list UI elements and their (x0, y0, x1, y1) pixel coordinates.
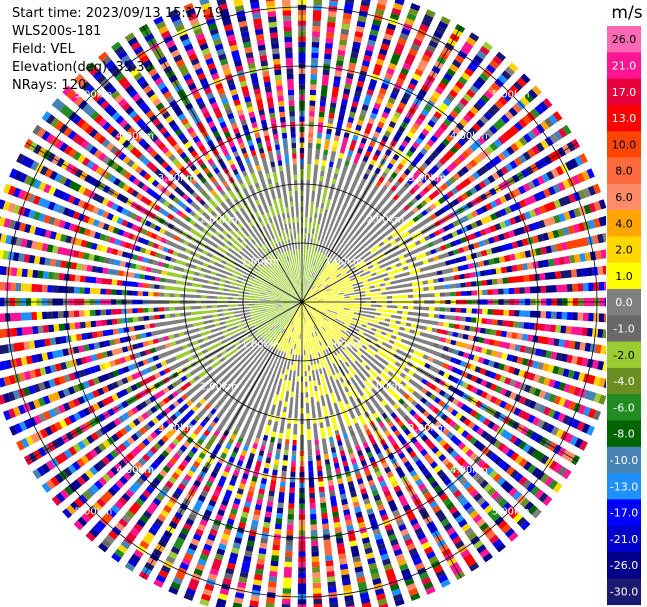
colorbar-tick-label: 13.0 (612, 112, 637, 125)
colorbar-cell (607, 52, 641, 80)
range-ring-labels: 1.00km 1.00km 1.00km 1.00km 2.00km 2.00km 2.00… (74, 89, 529, 517)
colorbar-cell (607, 341, 641, 369)
azimuth-spoke (142, 25, 303, 303)
gate-group (0, 0, 606, 599)
colorbar-tick-label: -21.0 (610, 533, 638, 546)
range-ring-label: 4.00km (450, 131, 488, 142)
colorbar-title: m/s (611, 3, 642, 23)
gate-group (15, 15, 606, 565)
colorbar-cell (607, 446, 641, 474)
field-text: Field: VEL (12, 42, 75, 57)
range-ring-label: 5.00km (492, 89, 530, 100)
gate-group (0, 3, 606, 604)
azimuth-spoke (301, 301, 579, 462)
colorbar-tick-label: 8.0 (615, 165, 633, 178)
range-ring-label: 4.00km (450, 465, 488, 476)
colorbar-cell (607, 262, 641, 290)
range-ring-label: 3.00km (408, 173, 446, 184)
range-ring-label: 1.00km (241, 340, 279, 351)
azimuth-spoke (301, 301, 462, 579)
range-ring-label: 1.00km (241, 256, 279, 267)
range-ring-label: 3.00km (408, 423, 446, 434)
colorbar-cell (607, 78, 641, 106)
colorbar: m/s 26.0 21.0 17.0 13.0 10.0 8.0 6.0 4.0 2.0 1.0 0… (607, 3, 643, 606)
gate-group (7, 0, 601, 586)
range-ring-label: 1.00km (325, 256, 363, 267)
colorbar-cell (607, 183, 641, 211)
colorbar-tick-label: -10.0 (610, 454, 638, 467)
range-ring-label: 5.00km (492, 507, 530, 518)
instrument-name-text: WLS200s-181 (12, 24, 102, 39)
colorbar-cell (607, 289, 641, 316)
colorbar-tick-label: 17.0 (612, 86, 637, 99)
ppi-plot: 1.00km 1.00km 1.00km 1.00km 2.00km 2.00km 2.00… (0, 0, 606, 607)
range-ring-label: 1.00km (325, 340, 363, 351)
velocity-gates (0, 0, 606, 607)
azimuth-spoke (25, 301, 303, 462)
colorbar-cells: 26.0 21.0 17.0 13.0 10.0 8.0 6.0 4.0 2.0 1.0 0.0 -1… (607, 26, 641, 606)
colorbar-tick-label: -30.0 (610, 586, 638, 599)
colorbar-tick-label: -2.0 (613, 349, 634, 362)
colorbar-cell (607, 420, 641, 448)
colorbar-tick-label: -17.0 (610, 507, 638, 520)
colorbar-tick-label: -6.0 (613, 401, 634, 414)
range-ring-label: 5.00km (74, 89, 112, 100)
range-ring-label: 2.00km (366, 215, 404, 226)
colorbar-tick-label: 6.0 (615, 191, 633, 204)
range-ring-label: 2.00km (200, 381, 238, 392)
azimuth-spoke (25, 142, 303, 303)
start-time-text: Start time: 2023/09/13 15:17:19 (12, 6, 224, 21)
range-ring-label: 4.00km (116, 465, 154, 476)
colorbar-tick-label: 21.0 (612, 60, 637, 73)
colorbar-cell (607, 499, 641, 527)
colorbar-tick-label: -26.0 (610, 559, 638, 572)
colorbar-cell (607, 131, 641, 158)
colorbar-cell (607, 157, 641, 185)
colorbar-tick-label: 4.0 (615, 217, 633, 230)
range-ring-label: 4.00km (116, 131, 154, 142)
colorbar-cell (607, 210, 641, 237)
colorbar-tick-label: -13.0 (610, 480, 638, 493)
colorbar-tick-label: -4.0 (613, 375, 634, 388)
colorbar-tick-label: 0.0 (615, 296, 633, 309)
range-ring-label: 5.00km (74, 507, 112, 518)
azimuth-spoke (301, 142, 579, 303)
range-ring-label: 2.00km (200, 215, 238, 226)
range-ring-label: 3.00km (158, 423, 196, 434)
colorbar-cell (607, 473, 641, 500)
colorbar-cell (607, 525, 641, 553)
colorbar-cell (607, 367, 641, 395)
colorbar-cell (607, 104, 641, 132)
azimuth-spoke (301, 25, 462, 303)
colorbar-tick-label: 2.0 (615, 244, 633, 257)
colorbar-tick-label: 26.0 (612, 33, 637, 46)
colorbar-tick-label: 1.0 (615, 270, 633, 283)
colorbar-tick-label: -8.0 (613, 428, 634, 441)
colorbar-cell (607, 236, 641, 264)
range-ring-label: 2.00km (366, 381, 404, 392)
colorbar-tick-label: -1.0 (613, 322, 634, 335)
colorbar-cell (607, 552, 641, 579)
colorbar-tick-label: 10.0 (612, 138, 637, 151)
colorbar-cell (607, 394, 641, 421)
colorbar-cell (607, 578, 641, 606)
azimuth-spoke (142, 301, 303, 579)
colorbar-cell (607, 26, 641, 53)
nrays-text: NRays: 120 (12, 78, 87, 93)
range-ring-label: 3.00km (158, 173, 196, 184)
azimuth-spokes (0, 0, 606, 607)
elevation-text: Elevation(deg): 35.30 (12, 60, 153, 75)
colorbar-cell (607, 315, 641, 343)
